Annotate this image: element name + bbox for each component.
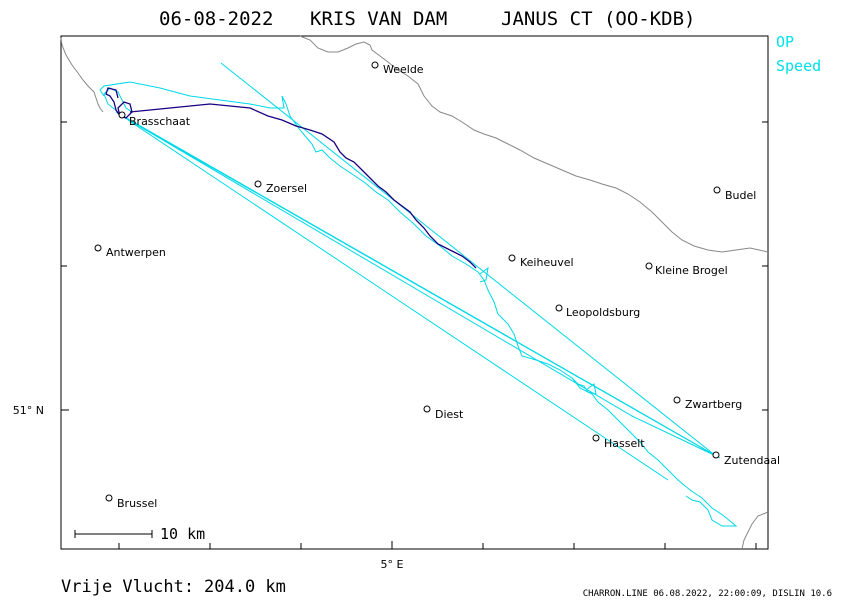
svg-text:Hasselt: Hasselt — [604, 437, 645, 450]
axis-ticks — [61, 121, 768, 549]
glider-name: JANUS CT (OO-KDB) — [501, 8, 695, 30]
scale-label: 10 km — [160, 525, 205, 543]
svg-text:Keiheuvel: Keiheuvel — [520, 256, 574, 269]
legend-op: OP — [776, 33, 794, 51]
place-zoersel: Zoersel — [254, 180, 307, 195]
task-legs — [115, 62, 721, 481]
place-brasschaat: Brasschaat — [118, 111, 191, 128]
distance-value: 204.0 km — [204, 577, 286, 597]
svg-text:Budel: Budel — [725, 189, 756, 202]
pilot-name: KRIS VAN DAM — [310, 8, 447, 30]
svg-text:Zutendaal: Zutendaal — [724, 454, 780, 467]
distance-label: Vrije Vlucht: — [61, 577, 194, 597]
svg-text:Antwerpen: Antwerpen — [106, 246, 166, 259]
place-zwartberg: Zwartberg — [673, 396, 742, 411]
place-kleine-brogel: Kleine Brogel — [645, 262, 728, 277]
place-weelde: Weelde — [371, 61, 424, 76]
flight-track-op — [105, 87, 477, 269]
place-diest: Diest — [423, 405, 464, 421]
map-frame — [60, 35, 769, 550]
svg-text:Zwartberg: Zwartberg — [685, 398, 742, 411]
place-budel: Budel — [713, 186, 756, 202]
place-leopoldsburg: Leopoldsburg — [555, 304, 640, 319]
svg-text:Brasschaat: Brasschaat — [129, 115, 191, 128]
svg-text:Kleine Brogel: Kleine Brogel — [655, 264, 728, 277]
svg-text:Brussel: Brussel — [117, 497, 157, 510]
svg-text:Diest: Diest — [435, 408, 464, 421]
legend-speed: Speed — [776, 57, 821, 75]
svg-text:Weelde: Weelde — [383, 63, 424, 76]
flight-date: 06-08-2022 — [159, 8, 273, 30]
footer-credit: CHARRON.LINE 06.08.2022, 22:00:09, DISLI… — [583, 589, 832, 599]
country-border — [60, 35, 769, 550]
place-zutendaal: Zutendaal — [712, 451, 780, 467]
places: Weelde Brasschaat Zoersel Budel Antwerpe… — [94, 61, 780, 510]
scale-bar: 10 km — [74, 525, 205, 543]
flight-track-speed — [99, 81, 738, 527]
place-antwerpen: Antwerpen — [94, 244, 166, 259]
place-keiheuvel: Keiheuvel — [508, 254, 574, 269]
place-hasselt: Hasselt — [592, 434, 645, 450]
lat-label: 51° N — [13, 404, 44, 417]
svg-text:Zoersel: Zoersel — [266, 182, 307, 195]
lon-label: 5° E — [381, 558, 404, 571]
svg-text:Leopoldsburg: Leopoldsburg — [566, 306, 640, 319]
place-brussel: Brussel — [105, 494, 157, 510]
